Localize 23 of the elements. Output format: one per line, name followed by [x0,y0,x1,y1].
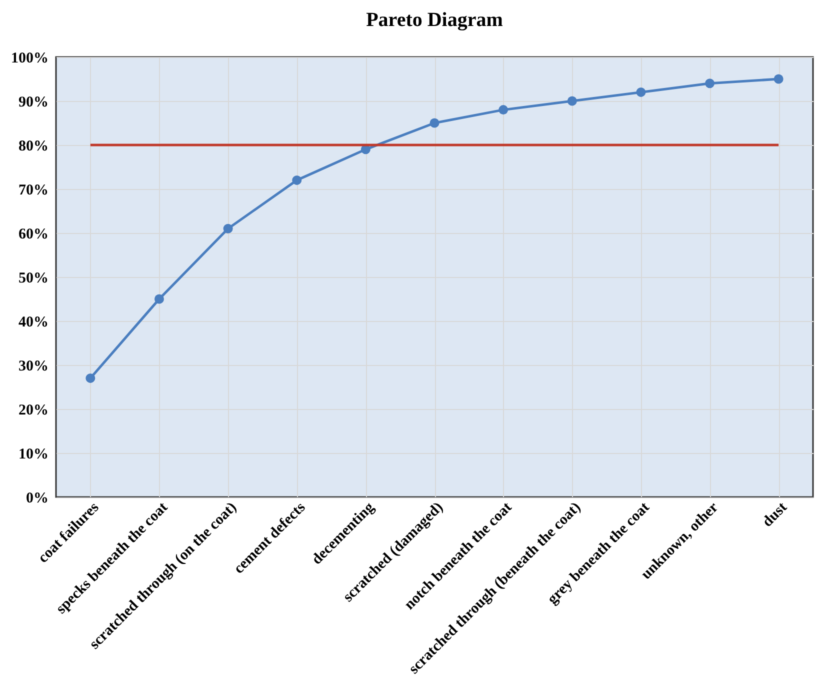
point [705,78,715,88]
chart-title: Pareto Diagram [366,9,504,31]
y-tick-label: 30% [18,358,48,374]
y-tick-label: 70% [18,182,48,198]
point [86,373,96,383]
point [223,224,233,234]
y-tick-label: 90% [18,94,48,110]
point [154,294,164,304]
x-tick-label: dust [760,500,790,530]
y-tick-label: 100% [11,50,48,66]
y-tick-label: 0% [26,490,48,506]
point [567,96,577,106]
y-tick-label: 80% [18,138,48,154]
point [636,87,646,97]
y-tick-label: 20% [18,402,48,418]
y-tick-label: 40% [18,314,48,330]
y-tick-label: 10% [18,446,48,462]
point [292,175,302,185]
y-tick-label: 50% [18,270,48,286]
point [774,74,784,84]
y-tick-label: 60% [18,226,48,242]
point [498,105,508,115]
point [430,118,440,128]
